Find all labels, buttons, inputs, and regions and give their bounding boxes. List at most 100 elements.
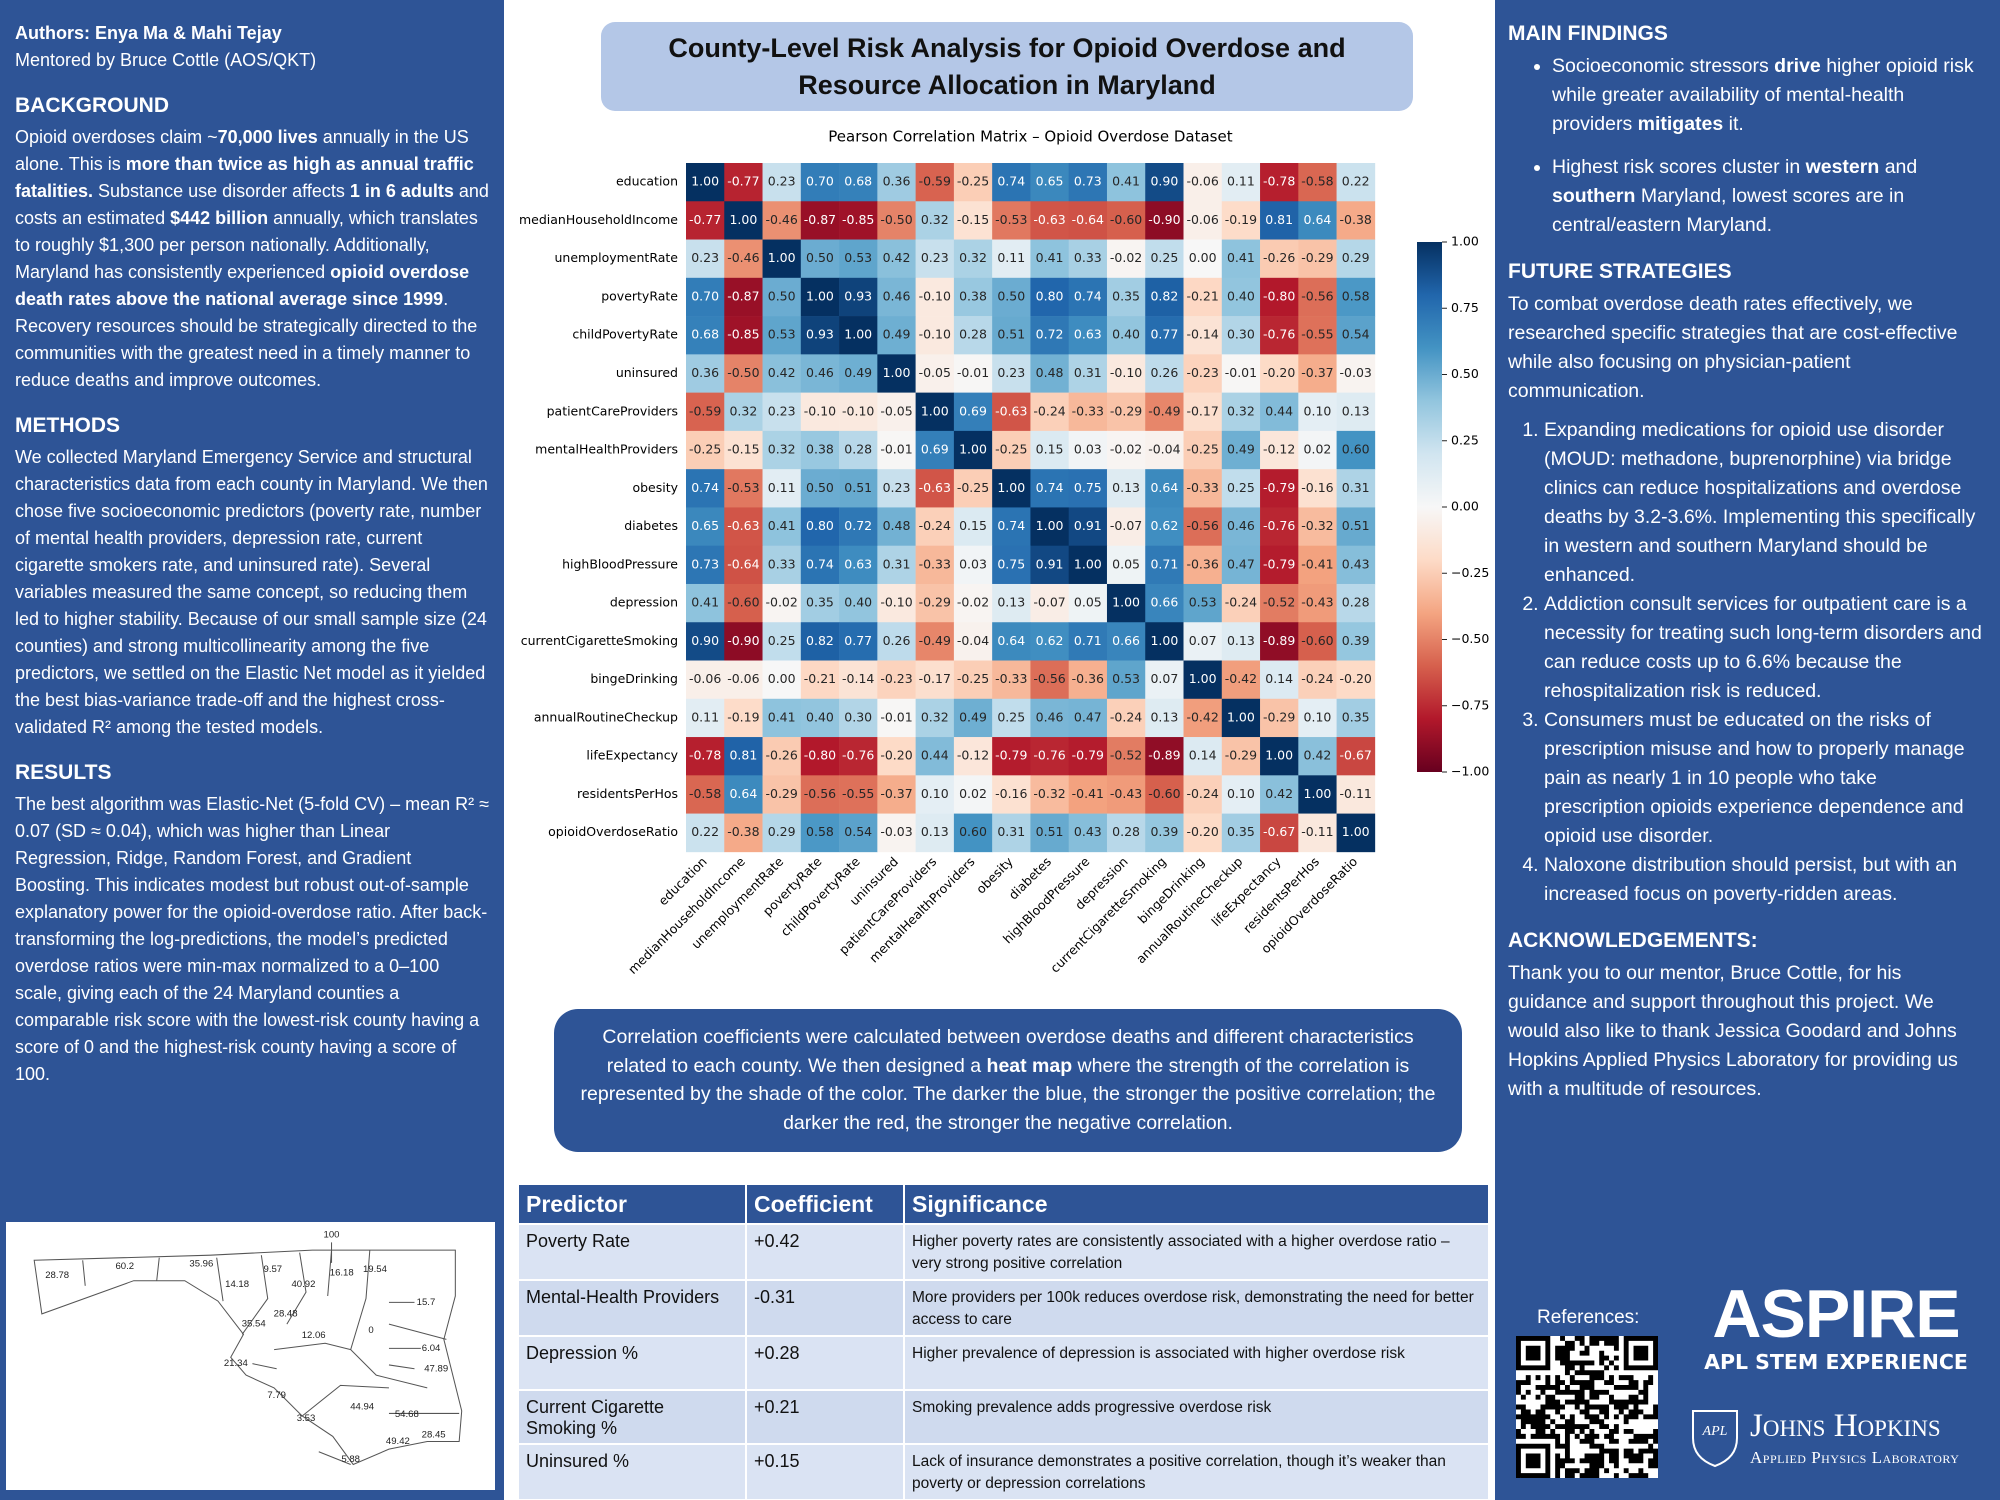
- cell-label: -0.26: [766, 748, 798, 763]
- heat-cell: [1221, 507, 1261, 546]
- heat-cell: [1221, 469, 1261, 508]
- heat-cell: [724, 430, 763, 470]
- heat-cell: [724, 239, 763, 279]
- heat-cell: [1183, 469, 1223, 508]
- county-score: 28.48: [274, 1308, 298, 1319]
- cell-label: 0.11: [1227, 174, 1255, 189]
- cell-label: 0.43: [1342, 556, 1370, 571]
- heat-cell: [1106, 737, 1146, 776]
- cell-label: -0.04: [957, 633, 989, 648]
- heat-cell: [992, 239, 1031, 279]
- cell-label: 0.39: [1342, 633, 1370, 648]
- colorbar-tick-label: 1.00: [1451, 234, 1479, 249]
- heat-cell: [1106, 545, 1146, 585]
- cell-label: 0.71: [1150, 556, 1178, 571]
- bold-text: southern: [1552, 185, 1636, 207]
- heat-cell: [953, 737, 993, 776]
- heat-cell: [800, 698, 840, 738]
- heat-cell: [1030, 163, 1069, 202]
- heat-cell: [800, 660, 840, 700]
- heat-cell: [686, 201, 725, 240]
- heat-cell: [992, 698, 1031, 738]
- bold-text: opioid overdose death rates above the na…: [15, 262, 470, 309]
- heat-cell: [839, 737, 878, 776]
- cell-label: 0.00: [1189, 250, 1217, 265]
- cell-label: -0.05: [880, 403, 912, 418]
- colorbar-tick-label: 0.00: [1451, 499, 1479, 514]
- table-cell: More providers per 100k reduces overdose…: [904, 1279, 1490, 1336]
- cell-label: 0.30: [844, 709, 872, 724]
- heat-cell: [686, 316, 725, 355]
- cell-label: -0.24: [1225, 595, 1257, 610]
- heading: METHODS: [15, 414, 120, 437]
- cell-label: 0.90: [691, 633, 719, 648]
- bold-text: 1 in 6 adults: [349, 181, 454, 201]
- heat-cell: [953, 775, 993, 814]
- text-run: Correlation coefficients were calculated…: [602, 1026, 1414, 1077]
- row-label: lifeExpectancy: [586, 748, 678, 763]
- cell-label: 0.53: [1112, 671, 1140, 686]
- cell-label: -0.25: [957, 671, 989, 686]
- heat-cell: [1298, 545, 1337, 585]
- heat-cell: [1336, 775, 1376, 814]
- heat-cell: [1221, 316, 1261, 355]
- cell-label: 0.25: [997, 709, 1025, 724]
- right-panel: MAIN FINDINGS Socioeconomic stressors dr…: [1495, 0, 2000, 1500]
- heat-cell: [800, 239, 840, 279]
- cell-label: -0.29: [1225, 748, 1257, 763]
- cell-label: 0.23: [997, 365, 1025, 380]
- county-score: 54.68: [395, 1409, 419, 1420]
- cell-label: 0.73: [691, 556, 719, 571]
- cell-label: -0.10: [919, 288, 951, 303]
- cell-label: 0.32: [1227, 403, 1255, 418]
- heat-cell: [839, 316, 878, 355]
- heat-cell: [1221, 163, 1261, 202]
- qr-code[interactable]: [1516, 1336, 1658, 1478]
- cell-label: 0.15: [1036, 442, 1064, 457]
- heat-cell: [915, 354, 955, 393]
- cell-label: 0.05: [1074, 595, 1102, 610]
- heat-cell: [1260, 316, 1299, 355]
- cell-label: -0.21: [1186, 288, 1218, 303]
- heat-cell: [877, 813, 916, 853]
- heat-cell: [1183, 392, 1223, 432]
- heat-cell: [724, 316, 763, 355]
- cell-label: 0.47: [1074, 709, 1102, 724]
- heat-cell: [686, 813, 725, 853]
- cell-label: 0.40: [1112, 327, 1140, 342]
- heat-cell: [1068, 813, 1108, 853]
- cell-label: 1.00: [1074, 556, 1102, 571]
- heat-cell: [992, 201, 1031, 240]
- county-score: 5.88: [341, 1454, 360, 1465]
- heat-cell: [1030, 737, 1069, 776]
- cell-label: 1.00: [729, 212, 757, 227]
- cell-label: 0.41: [1036, 250, 1064, 265]
- cell-label: 0.31: [883, 556, 911, 571]
- cell-label: -0.19: [1225, 212, 1257, 227]
- cell-label: 1.00: [844, 327, 872, 342]
- cell-label: -0.49: [919, 633, 951, 648]
- cell-label: -0.21: [804, 671, 836, 686]
- cell-label: -0.38: [727, 824, 759, 839]
- cell-label: 0.63: [1074, 327, 1102, 342]
- heat-cell: [724, 737, 763, 776]
- cell-label: -0.49: [1148, 403, 1180, 418]
- heat-cell: [992, 660, 1031, 700]
- heat-cell: [1298, 392, 1337, 432]
- cell-label: 0.44: [1265, 403, 1293, 418]
- text-run: Maryland, lowest scores are in central/e…: [1552, 185, 1905, 236]
- heat-cell: [1221, 660, 1261, 700]
- heat-cell: [1336, 737, 1376, 776]
- cell-label: 0.68: [844, 174, 872, 189]
- text-run: The best algorithm was Elastic-Net (5-fo…: [15, 794, 490, 1084]
- table-cell: Poverty Rate: [519, 1223, 747, 1280]
- county-score: 9.57: [264, 1264, 283, 1275]
- cell-label: -0.06: [689, 671, 721, 686]
- heat-cell: [1260, 507, 1299, 546]
- cell-label: -0.03: [880, 824, 912, 839]
- heat-cell: [953, 507, 993, 546]
- cell-label: -0.16: [1301, 480, 1333, 495]
- cell-label: 0.13: [921, 824, 949, 839]
- cell-label: -0.29: [1110, 403, 1142, 418]
- cell-label: -0.11: [1340, 786, 1372, 801]
